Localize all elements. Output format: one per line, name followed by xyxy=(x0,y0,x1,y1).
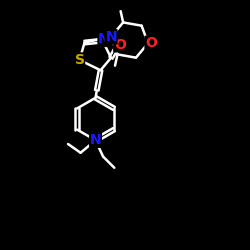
Text: O: O xyxy=(145,36,157,50)
Text: N: N xyxy=(90,133,101,147)
Text: O: O xyxy=(114,38,126,52)
Text: N: N xyxy=(105,30,117,44)
Text: S: S xyxy=(74,53,85,67)
Text: N: N xyxy=(98,32,110,46)
